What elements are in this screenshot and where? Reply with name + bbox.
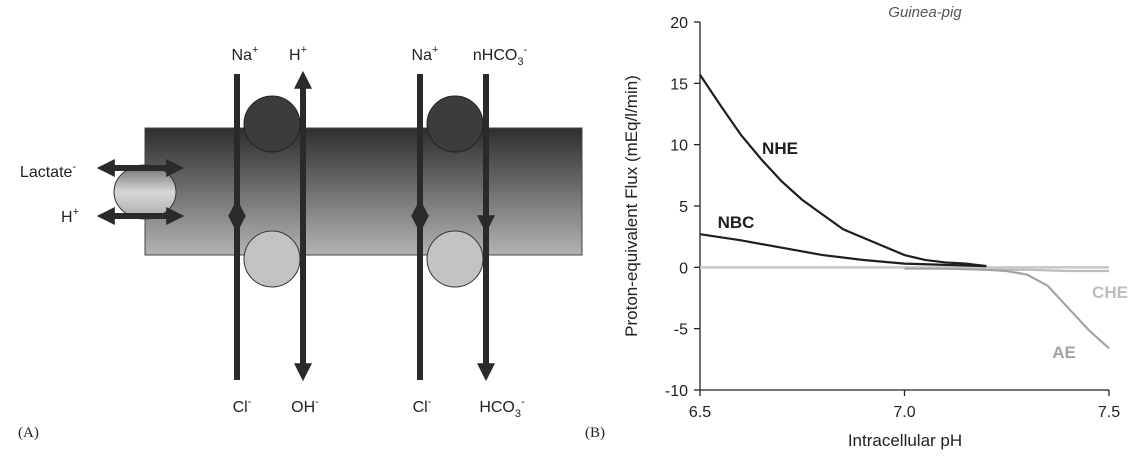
ion-superscript: - — [248, 396, 252, 408]
ion-subscript: 3 — [517, 56, 523, 68]
y-tick-label: 0 — [679, 260, 688, 277]
ion-label: Na+ — [412, 44, 439, 64]
chart-title: Guinea-pig — [888, 4, 962, 21]
ion-superscript: + — [432, 44, 438, 56]
transporter — [426, 95, 484, 153]
y-tick-label: 20 — [670, 15, 688, 32]
series-label: NHE — [762, 139, 798, 158]
series-label: NBC — [718, 213, 755, 232]
x-tick-label: 7.5 — [1098, 404, 1120, 421]
series-label: AE — [1052, 343, 1076, 362]
ion-subscript: 3 — [515, 408, 521, 420]
ion-label: Cl- — [413, 396, 432, 416]
ion-label: nHCO3- — [473, 44, 528, 68]
ion-superscript: + — [301, 44, 307, 56]
ion-name: Cl — [413, 399, 428, 416]
ion-name: OH — [291, 399, 315, 416]
ion-name: nHCO — [473, 47, 517, 64]
ion-label: H+ — [289, 44, 307, 64]
transporter — [243, 95, 301, 153]
ion-superscript: - — [521, 396, 525, 408]
series-line — [699, 233, 987, 268]
y-tick-label: -5 — [674, 322, 688, 339]
ion-name: H — [289, 47, 301, 64]
ion-superscript: + — [252, 44, 258, 56]
x-axis-label: Intracellular pH — [848, 431, 962, 450]
transporter — [243, 230, 301, 288]
diagram-labels: Na+ H+ Na+ nHCO3-Cl- OH- Cl- HCO3-Lactate-H+ — [20, 44, 528, 420]
cell — [144, 127, 583, 256]
x-tick-label: 7.0 — [893, 404, 915, 421]
series-line — [699, 74, 987, 268]
ion-superscript: - — [428, 396, 432, 408]
ion-name: H — [61, 209, 73, 226]
ion-label: Cl- — [233, 396, 252, 416]
panel-label: (B) — [585, 425, 605, 441]
y-tick-label: 10 — [670, 138, 688, 155]
ion-superscript: + — [73, 206, 79, 218]
series-label: CHE — [1092, 283, 1128, 302]
ion-superscript: - — [72, 161, 76, 173]
ion-name: Na — [232, 47, 253, 64]
series-line — [904, 267, 1110, 350]
ion-name: HCO — [479, 399, 515, 416]
y-axis-label: Proton-equivalent Flux (mEq/l/min) — [622, 75, 641, 337]
transporter — [426, 230, 484, 288]
y-tick-label: -10 — [665, 383, 688, 400]
ion-superscript: - — [523, 44, 527, 56]
ion-label: Lactate- — [20, 161, 76, 181]
transporter — [113, 164, 177, 220]
ion-label: HCO3- — [479, 396, 525, 420]
ion-label: H+ — [61, 206, 79, 226]
x-tick-label: 6.5 — [689, 404, 711, 421]
y-tick-label: 5 — [679, 199, 688, 216]
ion-superscript: - — [315, 396, 319, 408]
diagram — [96, 70, 583, 382]
panel-label: (A) — [18, 425, 39, 441]
ion-name: Cl — [233, 399, 248, 416]
y-tick-label: 15 — [670, 76, 688, 93]
plot: -10 -5 0 5 10 15 20 6.5 7.0 7.5 NHE NBC CHE AE — [665, 15, 1128, 421]
ion-name: Na — [412, 47, 433, 64]
ion-name: Lactate — [20, 164, 73, 181]
ion-label: Na+ — [232, 44, 259, 64]
ion-label: OH- — [291, 396, 319, 416]
